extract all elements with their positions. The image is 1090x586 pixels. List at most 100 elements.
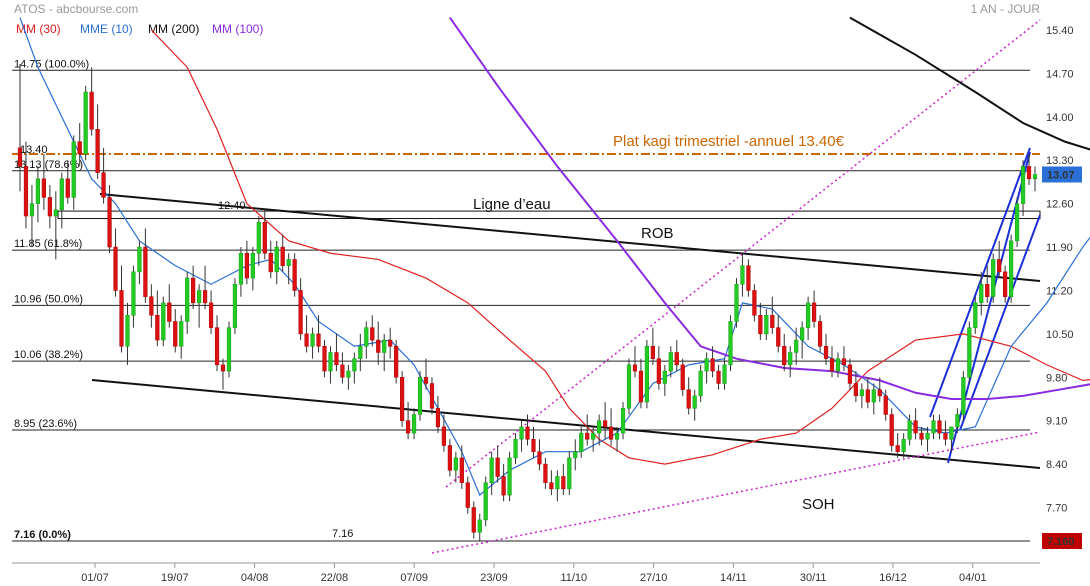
x-tick-label: 22/08	[321, 572, 349, 584]
dotted-upper-trendline	[445, 19, 1041, 488]
candle-body	[346, 370, 351, 378]
candle-body	[907, 420, 912, 440]
candle-body	[591, 432, 596, 440]
candle-body	[358, 346, 363, 359]
chart-title: ATOS - abcbourse.com	[14, 2, 138, 16]
legend-entry-mm100: MM (100)	[212, 22, 263, 36]
x-tick-label: 16/12	[879, 572, 907, 584]
candle-body	[782, 346, 787, 366]
candle-body	[644, 346, 650, 403]
x-tick-label: 04/01	[959, 572, 987, 584]
candle-body	[746, 265, 751, 291]
candle-body	[608, 426, 614, 440]
x-tick-label: 19/07	[161, 572, 189, 584]
candle-body	[370, 327, 375, 341]
candle-body	[937, 420, 942, 434]
candle-body	[680, 364, 685, 390]
candle-body	[800, 327, 805, 341]
candle-body	[895, 445, 900, 452]
dotted-lower-trendline	[431, 431, 1041, 554]
plot-area: 14.75 (100.0%) 13.13 (78.6%) 11.85 (61.8%)…	[12, 16, 1090, 584]
candle-body	[322, 346, 327, 372]
candle-body	[740, 265, 745, 285]
candle-body	[543, 463, 548, 483]
candle-body	[23, 166, 29, 217]
candle-body	[352, 358, 357, 372]
candle-body	[698, 370, 703, 397]
candle-body	[262, 221, 267, 254]
descending-resistance-line	[99, 193, 1041, 282]
candle-body	[191, 277, 196, 304]
candle-body	[256, 221, 261, 254]
candle-body	[155, 315, 160, 341]
candle-body	[71, 141, 76, 198]
legend-entry-mm30: MM (30)	[16, 22, 61, 36]
candle-body	[65, 178, 70, 198]
fib-label: 11.85 (61.8%)	[14, 238, 82, 250]
candle-body	[453, 457, 458, 471]
candle-body	[143, 246, 148, 297]
low-price-badge: 7.160	[1047, 536, 1075, 548]
candle-body	[1032, 174, 1038, 180]
fib-label: 13.13 (78.6%)	[14, 159, 83, 171]
candle-body	[95, 128, 100, 173]
candle-body	[776, 327, 781, 347]
legend-entry-mme10: MME (10)	[80, 22, 133, 36]
candle-body	[632, 364, 638, 372]
candle-body	[489, 457, 494, 483]
candle-body	[806, 302, 811, 328]
y-tick-label: 9.10	[1046, 416, 1067, 428]
legend: MM (30) MME (10) MM (200) MM (100)	[16, 22, 263, 36]
candle-body	[220, 364, 226, 372]
y-tick-label: 12.60	[1046, 199, 1074, 211]
candle-body	[268, 253, 273, 273]
candle-body	[728, 321, 733, 366]
candle-body	[919, 432, 924, 440]
candle-body	[889, 414, 894, 446]
x-tick-label: 14/11	[720, 572, 747, 584]
candle-body	[197, 290, 202, 304]
x-tick-label: 30/11	[800, 572, 827, 584]
fib-label: 7.16 (0.0%)	[14, 529, 71, 541]
descending-support-line	[91, 379, 1041, 469]
x-tick-label: 27/10	[640, 572, 668, 584]
candle-body	[859, 389, 864, 397]
ligne-eau-zone	[57, 210, 1041, 220]
candle-body	[274, 246, 279, 273]
low-value-label: 7.16	[332, 528, 353, 540]
candle-body	[423, 377, 429, 384]
candle-body	[429, 383, 435, 409]
series-line-2	[849, 16, 1090, 151]
candle-body	[817, 321, 823, 347]
candle-body	[477, 519, 482, 533]
candle-body	[579, 432, 584, 452]
candle-body	[997, 259, 1002, 273]
candle-body	[692, 395, 697, 409]
candle-body	[179, 321, 184, 347]
candle-body	[495, 457, 500, 477]
candle-body	[567, 457, 572, 490]
y-tick-label: 14.70	[1046, 68, 1074, 80]
candle-body	[871, 389, 876, 403]
fib-label: 10.96 (50.0%)	[14, 293, 83, 305]
fib-label: 14.75 (100.0%)	[14, 58, 89, 70]
candle-body	[382, 339, 387, 353]
candle-body	[41, 178, 46, 198]
candle-body	[405, 420, 411, 434]
x-tick-label: 01/07	[81, 572, 109, 584]
candle-body	[626, 364, 632, 409]
candle-body	[603, 420, 608, 428]
y-tick-label: 9.80	[1046, 372, 1067, 384]
candle-body	[931, 420, 936, 434]
candle-body	[388, 339, 393, 347]
candle-body	[710, 358, 715, 372]
low-price-badge-bg	[1042, 533, 1082, 549]
series-line-3	[449, 17, 1090, 400]
candle-body	[561, 476, 566, 490]
candle-body	[471, 507, 476, 533]
chart-period: 1 AN - JOUR	[971, 2, 1041, 16]
kagi-value-label: 13.40	[20, 144, 48, 156]
series-line-0	[150, 29, 1090, 465]
candle-body	[1026, 166, 1032, 180]
candle-body	[979, 284, 984, 304]
